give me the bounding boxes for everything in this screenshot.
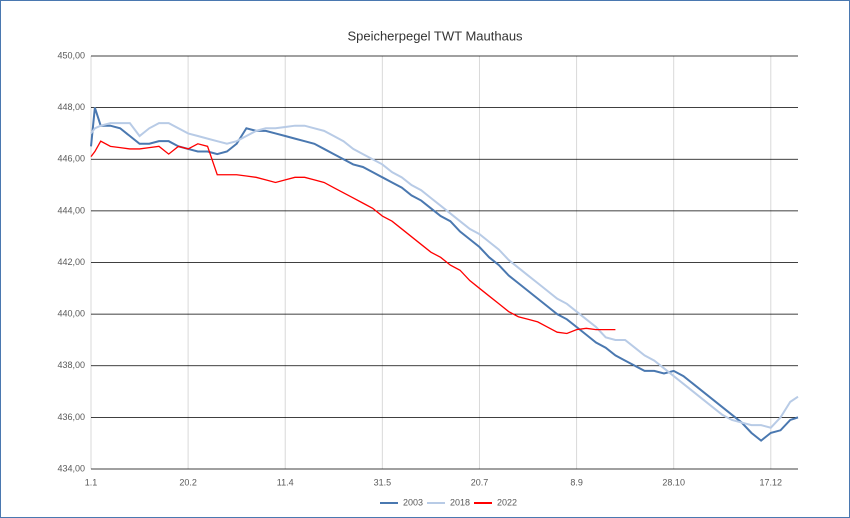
x-tick-label: 20.2 xyxy=(179,477,197,487)
x-tick-label: 17.12 xyxy=(760,477,783,487)
series-line xyxy=(90,140,616,335)
chart-title: Speicherpegel TWT Mauthaus xyxy=(347,28,523,43)
y-tick-label: 450,00 xyxy=(57,50,85,60)
y-tick-label: 444,00 xyxy=(57,205,85,215)
x-tick-label: 28.10 xyxy=(662,477,685,487)
y-tick-label: 440,00 xyxy=(57,309,85,319)
x-tick-label: 20.7 xyxy=(471,477,489,487)
y-tick-label: 436,00 xyxy=(57,412,85,422)
x-tick-label: 31.5 xyxy=(374,477,392,487)
x-tick-label: 8.9 xyxy=(570,477,583,487)
legend-label: 2022 xyxy=(497,497,517,507)
y-tick-label: 434,00 xyxy=(57,463,85,473)
x-tick-label: 1.1 xyxy=(85,477,98,487)
y-tick-label: 442,00 xyxy=(57,257,85,267)
y-tick-label: 448,00 xyxy=(57,102,85,112)
series-line xyxy=(90,122,799,429)
y-tick-label: 446,00 xyxy=(57,154,85,164)
y-tick-label: 438,00 xyxy=(57,360,85,370)
x-tick-label: 11.4 xyxy=(277,477,294,487)
series-line xyxy=(90,107,799,442)
legend-label: 2003 xyxy=(403,497,423,507)
legend-label: 2018 xyxy=(450,497,470,507)
